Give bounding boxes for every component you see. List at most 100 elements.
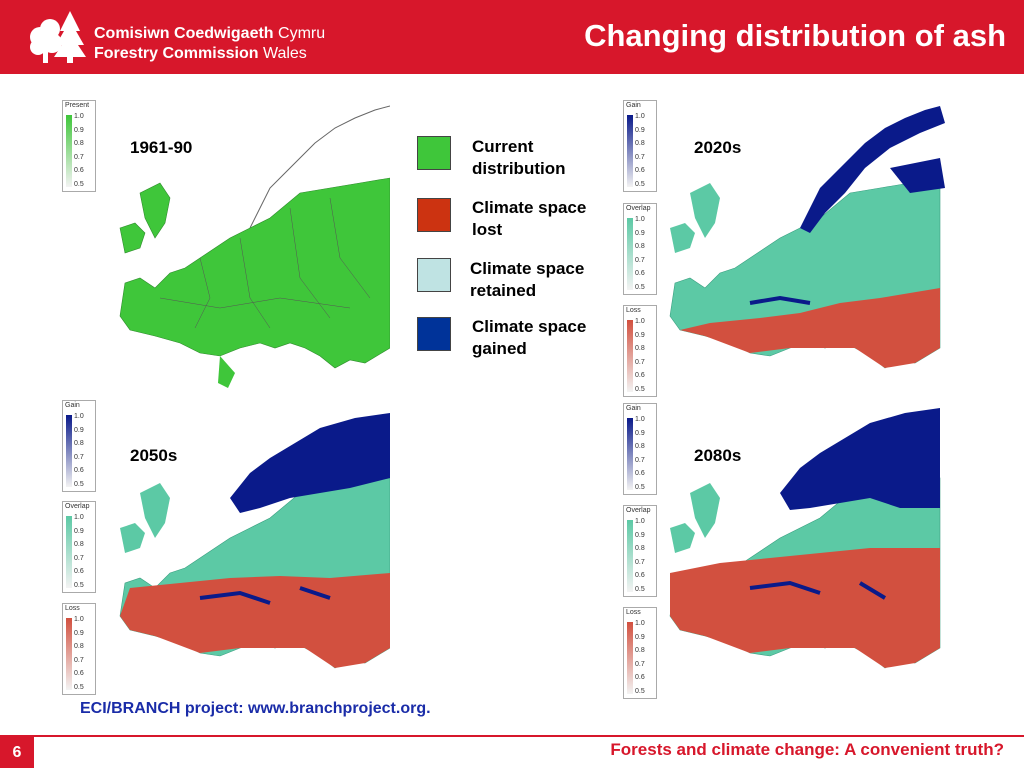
legend-loss-2080s: Loss 1.0 0.9 0.8 0.7 0.6 0.5: [623, 607, 657, 699]
legend-tick: 1.0: [74, 413, 84, 420]
legend-tick: 0.5: [635, 483, 645, 491]
key-label-current: Current distribution: [472, 136, 622, 180]
legend-loss-2050s: Loss 1.0 0.9 0.8 0.7 0.6 0.5: [62, 603, 96, 695]
key-label-gained-line1: Climate space: [472, 317, 587, 336]
legend-tick: 0.5: [635, 687, 645, 695]
map-label-2050s: 2050s: [130, 446, 178, 465]
legend-tick: 1.0: [635, 620, 645, 627]
legend-title: Gain: [65, 402, 80, 409]
legend-tick: 0.8: [635, 545, 645, 552]
legend-title: Gain: [626, 405, 641, 412]
legend-tick: 0.9: [635, 633, 645, 641]
legend-tick: 0.9: [635, 126, 645, 134]
key-label-retained-line2: retained: [470, 281, 537, 300]
legend-color-bar: [627, 418, 633, 490]
legend-tick: 0.8: [635, 647, 645, 654]
legend-tick: 0.6: [635, 167, 645, 174]
legend-tick: 0.8: [635, 243, 645, 250]
map-1961-90: [60, 98, 390, 398]
legend-tick: 0.9: [74, 426, 84, 434]
legend-tick: 0.7: [74, 554, 84, 562]
legend-tick: 1.0: [635, 113, 645, 120]
legend-title: Loss: [626, 307, 641, 314]
legend-tick: 0.7: [74, 453, 84, 461]
key-swatch-lost: [417, 198, 451, 232]
key-swatch-current: [417, 136, 451, 170]
key-label-retained-line1: Climate space: [470, 259, 585, 278]
logo-line1-bold: Comisiwn Coedwigaeth: [94, 25, 274, 42]
legend-tick: 0.5: [74, 683, 84, 691]
slide-title: Changing distribution of ash: [584, 18, 1006, 53]
legend-tick: 0.9: [635, 331, 645, 339]
legend-present-1961-90: Present 1.0 0.9 0.8 0.7 0.6 0.5: [62, 100, 96, 192]
legend-color-bar: [66, 415, 72, 487]
legend-tick: 0.5: [74, 480, 84, 488]
legend-tick: 0.9: [74, 527, 84, 535]
legend-tick: 0.5: [74, 581, 84, 589]
tree-icon: [30, 11, 86, 63]
key-label-gained-line2: gained: [472, 339, 527, 358]
logo-line1-light: Cymru: [278, 25, 326, 42]
legend-overlap-2020s: Overlap 1.0 0.9 0.8 0.7 0.6 0.5: [623, 203, 657, 295]
legend-tick: 0.8: [635, 443, 645, 450]
header-bar: Comisiwn Coedwigaeth Cymru Forestry Comm…: [0, 0, 1024, 74]
legend-tick: 0.5: [635, 283, 645, 291]
legend-title: Overlap: [626, 205, 651, 212]
legend-title: Present: [65, 102, 90, 109]
legend-tick: 0.8: [635, 140, 645, 147]
legend-tick: 0.8: [74, 440, 84, 447]
legend-tick: 0.9: [635, 531, 645, 539]
key-label-current-line1: Current: [472, 137, 534, 156]
legend-overlap-2080s: Overlap 1.0 0.9 0.8 0.7 0.6 0.5: [623, 505, 657, 597]
legend-tick: 0.8: [74, 140, 84, 147]
citation-text: ECI/BRANCH project: www.branchproject.or…: [80, 700, 431, 717]
legend-color-bar: [627, 115, 633, 187]
legend-tick: 0.6: [74, 467, 84, 474]
legend-color-bar: [66, 115, 72, 187]
legend-title: Gain: [626, 102, 641, 109]
legend-tick: 0.6: [635, 270, 645, 277]
legend-color-bar: [627, 520, 633, 592]
legend-tick: 1.0: [74, 514, 84, 521]
key-swatch-retained: [417, 258, 451, 292]
legend-tick: 1.0: [635, 518, 645, 525]
map-2050s: [60, 398, 390, 698]
legend-title: Overlap: [65, 503, 90, 510]
legend-overlap-2050s: Overlap 1.0 0.9 0.8 0.7 0.6 0.5: [62, 501, 96, 593]
key-label-lost: Climate space lost: [472, 197, 622, 241]
legend-tick: 0.6: [635, 372, 645, 379]
legend-tick: 0.6: [635, 470, 645, 477]
map-label-2020s: 2020s: [694, 138, 742, 157]
legend-tick: 0.5: [635, 585, 645, 593]
key-label-current-line2: distribution: [472, 159, 566, 178]
key-label-lost-line2: lost: [472, 220, 503, 239]
legend-tick: 0.8: [74, 541, 84, 548]
legend-tick: 0.9: [74, 629, 84, 637]
legend-title: Overlap: [626, 507, 651, 514]
legend-tick: 0.6: [635, 572, 645, 579]
legend-tick: 1.0: [635, 318, 645, 325]
legend-loss-2020s: Loss 1.0 0.9 0.8 0.7 0.6 0.5: [623, 305, 657, 397]
legend-tick: 0.7: [635, 456, 645, 464]
footer-divider: [0, 735, 1024, 737]
legend-tick: 1.0: [74, 616, 84, 623]
legend-gain-2050s: Gain 1.0 0.9 0.8 0.7 0.6 0.5: [62, 400, 96, 492]
legend-tick: 0.5: [635, 385, 645, 393]
legend-tick: 0.5: [74, 180, 84, 188]
legend-tick: 1.0: [635, 416, 645, 423]
logo-text: Comisiwn Coedwigaeth Cymru Forestry Comm…: [94, 24, 325, 64]
legend-color-bar: [627, 218, 633, 290]
key-label-retained: Climate space retained: [470, 258, 620, 302]
map-2020s: [620, 98, 950, 398]
legend-color-bar: [627, 622, 633, 694]
legend-color-bar: [627, 320, 633, 392]
legend-tick: 0.7: [74, 153, 84, 161]
legend-tick: 0.6: [74, 670, 84, 677]
map-label-2080s: 2080s: [694, 446, 742, 465]
key-label-lost-line1: Climate space: [472, 198, 587, 217]
legend-color-bar: [66, 618, 72, 690]
legend-tick: 0.5: [635, 180, 645, 188]
legend-title: Loss: [65, 605, 80, 612]
legend-tick: 0.8: [74, 643, 84, 650]
logo-line2-bold: Forestry Commission: [94, 45, 259, 62]
